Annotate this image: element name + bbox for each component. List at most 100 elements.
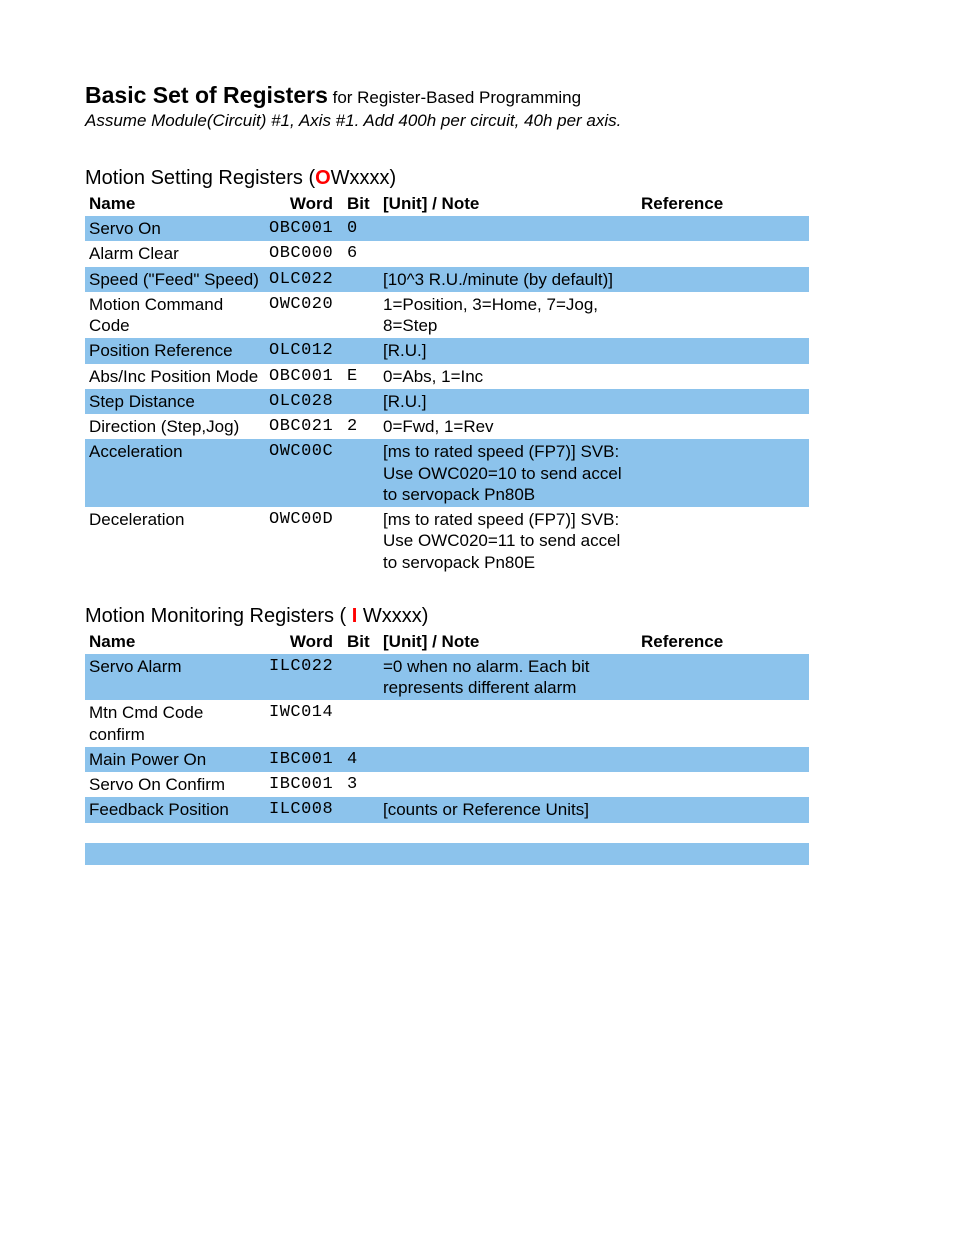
- cell-note: [373, 216, 637, 241]
- cell-bit: 0: [343, 216, 373, 241]
- heading-post: Wxxxx): [357, 605, 428, 627]
- page-subtitle: for Register-Based Programming: [328, 88, 581, 107]
- bottom-blue-bar: [85, 843, 809, 865]
- cell-note: [ms to rated speed (FP7)] SVB: Use OWC02…: [373, 439, 637, 507]
- cell-name: Position Reference: [85, 338, 265, 363]
- cell-name: Abs/Inc Position Mode: [85, 364, 265, 389]
- col-bit: Bit: [343, 192, 373, 216]
- table-row: Servo AlarmILC022 =0 when no alarm. Each …: [85, 654, 809, 701]
- cell-note: 0=Abs, 1=Inc: [373, 364, 637, 389]
- cell-bit: 6: [343, 241, 373, 266]
- table-row: Speed ("Feed" Speed)OLC022[10^3 R.U./min…: [85, 267, 809, 292]
- col-ref: Reference: [637, 192, 809, 216]
- cell-name: Speed ("Feed" Speed): [85, 267, 265, 292]
- cell-word: ILC022: [265, 654, 343, 701]
- col-bit: Bit: [343, 630, 373, 654]
- cell-word: OWC00C: [265, 439, 343, 507]
- monitoring-registers-table: Name Word Bit [Unit] / Note Reference Se…: [85, 630, 809, 823]
- heading-post: Wxxxx): [331, 167, 397, 189]
- cell-name: Servo Alarm: [85, 654, 265, 701]
- table-header-row: Name Word Bit [Unit] / Note Reference: [85, 192, 809, 216]
- cell-ref: [637, 772, 809, 797]
- table-row: Abs/Inc Position ModeOBC001E0=Abs, 1=Inc: [85, 364, 809, 389]
- heading-pre: Motion Monitoring Registers (: [85, 605, 352, 627]
- cell-word: IWC014: [265, 700, 343, 747]
- table-row: Alarm ClearOBC0006: [85, 241, 809, 266]
- cell-word: OBC001: [265, 364, 343, 389]
- cell-bit: [343, 700, 373, 747]
- cell-bit: [343, 654, 373, 701]
- cell-bit: [343, 439, 373, 507]
- cell-ref: [637, 364, 809, 389]
- cell-note: [373, 241, 637, 266]
- cell-word: IBC001: [265, 772, 343, 797]
- table-row: Position ReferenceOLC012[R.U.]: [85, 338, 809, 363]
- setting-registers-table: Name Word Bit [Unit] / Note Reference Se…: [85, 192, 809, 575]
- page-title: Basic Set of Registers: [85, 82, 328, 108]
- col-note: [Unit] / Note: [373, 630, 637, 654]
- cell-bit: [343, 507, 373, 575]
- section-heading-setting: Motion Setting Registers (OWxxxx): [85, 167, 869, 190]
- page: Basic Set of Registers for Register-Base…: [0, 0, 954, 1235]
- cell-note: [counts or Reference Units]: [373, 797, 637, 822]
- cell-bit: [343, 338, 373, 363]
- col-name: Name: [85, 630, 265, 654]
- cell-ref: [637, 507, 809, 575]
- cell-note: 0=Fwd, 1=Rev: [373, 414, 637, 439]
- section-heading-monitoring: Motion Monitoring Registers ( I Wxxxx): [85, 605, 869, 628]
- cell-note: [373, 747, 637, 772]
- cell-note: 1=Position, 3=Home, 7=Jog, 8=Step: [373, 292, 637, 339]
- cell-ref: [637, 267, 809, 292]
- cell-word: OBC001: [265, 216, 343, 241]
- cell-ref: [637, 216, 809, 241]
- cell-note: [R.U.]: [373, 389, 637, 414]
- cell-name: Servo On Confirm: [85, 772, 265, 797]
- table-row: Motion Command CodeOWC020 1=Position, 3=H…: [85, 292, 809, 339]
- table-row: DecelerationOWC00D [ms to rated speed (FP…: [85, 507, 809, 575]
- table-row: Feedback PositionILC008[counts or Refere…: [85, 797, 809, 822]
- cell-ref: [637, 241, 809, 266]
- cell-bit: [343, 267, 373, 292]
- cell-word: OWC00D: [265, 507, 343, 575]
- cell-note: [373, 700, 637, 747]
- table-row: Servo OnOBC0010: [85, 216, 809, 241]
- table-row: Servo On ConfirmIBC0013: [85, 772, 809, 797]
- cell-note: =0 when no alarm. Each bit represents di…: [373, 654, 637, 701]
- cell-word: OBC000: [265, 241, 343, 266]
- cell-name: Step Distance: [85, 389, 265, 414]
- cell-word: OWC020: [265, 292, 343, 339]
- cell-bit: [343, 389, 373, 414]
- table-row: Main Power OnIBC0014: [85, 747, 809, 772]
- cell-name: Mtn Cmd Code confirm: [85, 700, 265, 747]
- cell-name: Alarm Clear: [85, 241, 265, 266]
- cell-bit: [343, 292, 373, 339]
- cell-word: IBC001: [265, 747, 343, 772]
- cell-note: [ms to rated speed (FP7)] SVB: Use OWC02…: [373, 507, 637, 575]
- cell-bit: [343, 797, 373, 822]
- col-ref: Reference: [637, 630, 809, 654]
- cell-bit: 2: [343, 414, 373, 439]
- col-name: Name: [85, 192, 265, 216]
- assume-note: Assume Module(Circuit) #1, Axis #1. Add …: [85, 111, 869, 131]
- heading-letter-o: O: [315, 167, 331, 189]
- cell-bit: E: [343, 364, 373, 389]
- cell-bit: 3: [343, 772, 373, 797]
- page-title-line: Basic Set of Registers for Register-Base…: [85, 82, 869, 109]
- cell-ref: [637, 414, 809, 439]
- cell-name: Motion Command Code: [85, 292, 265, 339]
- cell-word: ILC008: [265, 797, 343, 822]
- cell-name: Deceleration: [85, 507, 265, 575]
- table-row: Mtn Cmd Code confirmIWC014: [85, 700, 809, 747]
- table-row: Step DistanceOLC028 [R.U.]: [85, 389, 809, 414]
- cell-name: Main Power On: [85, 747, 265, 772]
- cell-word: OLC022: [265, 267, 343, 292]
- cell-ref: [637, 338, 809, 363]
- cell-bit: 4: [343, 747, 373, 772]
- cell-word: OLC012: [265, 338, 343, 363]
- table-row: AccelerationOWC00C[ms to rated speed (FP…: [85, 439, 809, 507]
- cell-ref: [637, 439, 809, 507]
- cell-word: OLC028: [265, 389, 343, 414]
- cell-ref: [637, 747, 809, 772]
- cell-note: [373, 772, 637, 797]
- col-note: [Unit] / Note: [373, 192, 637, 216]
